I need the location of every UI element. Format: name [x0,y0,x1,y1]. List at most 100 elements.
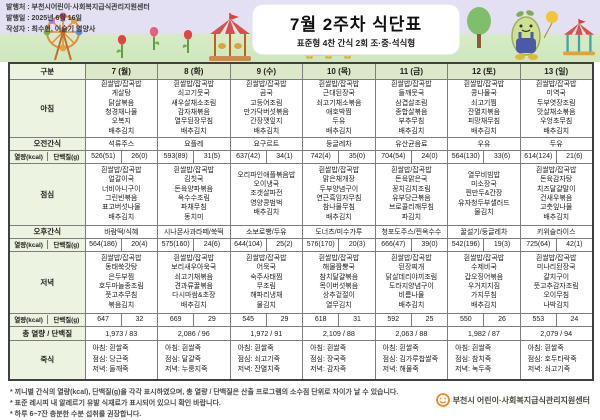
protein-value: 29 [265,312,304,327]
porridge-cell: 아침: 흰쌀죽 점심: 장국죽 저녁: 감자죽 [302,339,376,381]
menu-line: 흰쌀밥/잡곡밥 [463,255,505,263]
menu-line: 파채무침 [180,204,207,212]
menu-line: 보리새우아욱국 [171,264,217,272]
menu-line: 흰쌀밥/잡곡밥 [173,255,215,263]
menu-line: 흰쌀밥/잡곡밥 [100,255,142,263]
menu-line: 흰쌀밥/잡곡밥 [318,81,360,89]
footnote: * 하루 6~7잔 충분한 수분 섭취를 권장합니다. [10,411,142,419]
balloon-icon [546,11,558,23]
pm_snack-cell: 소보로빵/두유 [229,224,304,239]
porridge-cell: 아침: 흰쌀죽 점심: 쇠고기죽 저녁: 잔멸치죽 [229,339,304,381]
menu-line: 갈치구이 [543,273,570,281]
porridge-line: 점심: 쇠고기죽 [237,355,281,363]
breakfast-row: 아침 흰쌀밥/잡곡밥 게살탕 닭살볶음 청경채나물 오복지 배추김치 흰쌀밥/잡곡밥 쇠고기뭇국… [8,78,594,138]
pm_snack-cell: 키위슬라이스 [519,224,594,239]
menu-line: 닭살데리야끼조림 [385,273,438,281]
publication-meta: 발행처 : 부천시어린이·사회복지급식관리지원센터 발행일 : 2025년 6월… [6,3,150,36]
pm_snack-cell: 청포도주스/찐옥수수 [374,224,449,239]
menu-line: 부추무침 [398,118,425,126]
menu-line: 오복지 [111,118,131,126]
menu-line: 배추김치 [108,213,135,221]
menu-line: 두부양념구이 [319,185,359,193]
porridge-line: 아침: 흰쌀죽 [527,345,564,352]
kcal-value: 564(130) [447,149,485,164]
protein-value: 24(6) [193,237,231,252]
tree-icon [467,7,491,48]
tulip-icon [182,30,193,53]
porridge-line: 아침: 흰쌀죽 [455,345,492,352]
breakfast-cell: 흰쌀밥/잡곡밥 쇠고기뭇국 새우살채소조림 감자채볶음 열무된장무침 배추김치 [157,78,231,138]
porridge-line: 점심: 참치죽 [455,355,492,363]
menu-line: 목이버섯볶음 [319,283,359,290]
kcal-value: 644(104) [229,237,267,252]
pm_snack-cell: 바람떡/식혜 [84,224,159,239]
porridge-row: 죽식 아침: 흰쌀죽 점심: 당근죽 저녁: 들깨죽 아침: 흰쌀죽 점심: 달걀죽 저녁:… [8,339,594,381]
day-header: 13 (일) [519,62,594,80]
lunch-cell: 흰쌀밥/잡곡밥 맑은채개장 두부양념구이 연근흑임자무침 참나물무침 배추김치 [302,162,376,226]
menu-line: 열무비빔밥 [467,171,501,179]
breakfast-cell: 흰쌀밥/잡곡밥 콩나물국 쇠고기찜 잔멸치볶음 피망채무침 배추김치 [447,78,521,138]
kcal-label: 열량(kcal) [14,154,43,161]
total-value: 1,982 / 87 [447,325,521,341]
protein-value: 20(3) [338,237,376,252]
menu-line: 해파리냉채 [250,292,283,300]
protein-value: 42(1) [555,237,594,252]
lunch-cell: 열무비빔밥 미소장국 찐만두&간장 유자청두부샐러드 물김치 [447,162,521,226]
menu-line: 닭살볶음 [108,99,135,107]
pm_snack-cell: 꿀설기/둥글레차 [447,224,521,239]
menu-line: 배추김치 [180,301,207,309]
menu-line: 피망채무침 [467,118,501,126]
porridge-line: 저녁: 감자죽 [310,366,347,373]
kcal-value: 545 [229,312,267,327]
porridge-line: 저녁: 해물죽 [382,366,419,373]
dinner-cell: 흰쌀밥/잡곡밥 보리새우아욱국 쇠고기채볶음 견과류꿀볶음 다시마쌈&초장 배추김치 [157,250,231,314]
lunch-cell: 흰쌀밥/잡곡밥 김칫국 돈육양파볶음 옥수수조림 파채무침 동치미 [157,162,231,226]
breakfast-kcal-row: 열량(kcal) 단백질(g) 526(51) 26(0) 593(89) 31(5) 63… [8,149,594,164]
menu-line: 열무김치 [325,301,352,309]
protein-label: 단백질(g) [47,315,84,324]
menu-line: 연근흑임자무침 [316,195,362,202]
porridge-line: 저녁: 쇠고기죽 [527,366,571,373]
menu-line: 흰쌀밥/잡곡밥 [535,167,577,175]
porridge-line: 점심: 호두타락죽 [527,355,577,363]
menu-line: 흰쌀밥/잡곡밥 [318,255,360,263]
total-label: 총 열량 / 단백질 [8,325,86,341]
menu-line: 도라지양념구이 [388,283,434,290]
menu-line: 흰쌀밥/잡곡밥 [535,81,577,89]
menu-line: 김칫국 [184,176,204,184]
dinner-cell: 흰쌀밥/잡곡밥 어묵국 숙주사태찜 무조림 해파리냉채 물김치 [229,250,304,314]
menu-line: 흰쌀밥/잡곡밥 [391,255,432,263]
porridge-cell: 아침: 흰쌀죽 점심: 참치죽 저녁: 녹두죽 [447,339,521,381]
menu-line: 두부엿장조림 [536,99,576,107]
menu-line: 흰쌀밥/잡곡밥 [391,81,432,89]
menu-line: 그린빈볶음 [105,195,138,202]
total-value: 1,973 / 83 [84,325,159,341]
kcal-value: 553 [519,312,557,327]
menu-line: 삼겹살조림 [395,99,428,107]
am_snack-cell: 석류주스 [84,136,159,151]
menu-line: 표고버섯나물 [101,204,141,212]
menu-line: 배추김치 [398,301,425,309]
menu-line: 곰국 [259,90,273,98]
day-header: 10 (목) [302,62,376,80]
kcal-value: 576(170) [302,237,340,252]
menu-line: 배추김치 [108,127,135,135]
menu-line: 쇠고기찜 [471,99,497,107]
menu-line: 너비아니구이 [101,185,141,193]
menu-line: 찐만두&간장 [465,190,503,198]
kcal-value: 742(4) [302,149,340,164]
porridge-line: 아침: 흰쌀죽 [92,345,129,352]
menu-line: 어묵국 [256,264,276,272]
menu-line: 고등어조림 [250,99,283,107]
header-band: 발행처 : 부천시어린이·사회복지급식관리지원센터 발행일 : 2025년 6월… [0,0,600,62]
protein-value: 33(6) [483,149,521,164]
menu-line: 된장찌개 [398,264,425,272]
menu-line: 풋고추감자조림 [533,283,579,290]
menu-line: 무조림 [256,283,276,290]
menu-line: 흰쌀밥/잡곡밥 [100,167,142,175]
breakfast-label: 아침 [8,78,86,138]
dinner-cell: 흰쌀밥/잡곡밥 동태쑥갓탕 은두부찜 호두마늘종조림 풋고추무침 볶음김치 [84,250,159,314]
menu-line: 콩나물국 [471,90,497,98]
menu-line: 배추김치 [180,127,207,135]
kcal-value: 637(42) [229,149,267,164]
